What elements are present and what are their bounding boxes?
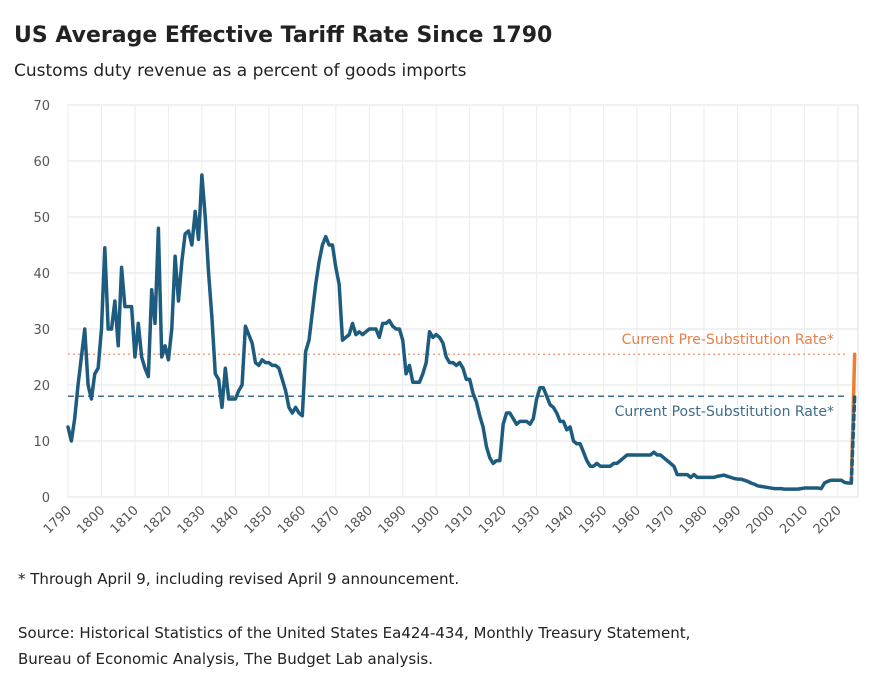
x-tick-label: 2010 bbox=[777, 503, 811, 537]
x-tick-label: 1960 bbox=[610, 503, 644, 537]
x-tick-label: 1820 bbox=[141, 503, 175, 537]
y-tick-label: 60 bbox=[33, 155, 50, 170]
x-tick-label: 1830 bbox=[175, 503, 209, 537]
series-line bbox=[849, 394, 857, 485]
plot-frame bbox=[67, 104, 859, 498]
series-line bbox=[66, 173, 854, 491]
x-tick-label: 1890 bbox=[376, 503, 410, 537]
chart-title: US Average Effective Tariff Rate Since 1… bbox=[14, 23, 552, 48]
x-tick-label: 1980 bbox=[677, 503, 711, 537]
y-tick-label: 50 bbox=[33, 211, 50, 226]
x-tick-label: 1870 bbox=[309, 503, 343, 537]
source-line: Source: Historical Statistics of the Uni… bbox=[18, 624, 690, 642]
x-tick-label: 1940 bbox=[543, 503, 577, 537]
x-tick-label: 1810 bbox=[108, 503, 142, 537]
x-tick-label: 1880 bbox=[342, 503, 376, 537]
reference-label: Current Pre-Substitution Rate* bbox=[622, 332, 834, 348]
x-tick-label: 1910 bbox=[443, 503, 477, 537]
x-tick-label: 2000 bbox=[744, 503, 778, 537]
y-tick-label: 10 bbox=[33, 435, 50, 450]
x-tick-label: 1950 bbox=[576, 503, 610, 537]
x-tick-label: 1900 bbox=[409, 503, 443, 537]
y-tick-label: 40 bbox=[33, 267, 50, 282]
x-tick-label: 1970 bbox=[643, 503, 677, 537]
y-tick-label: 30 bbox=[33, 323, 50, 338]
y-tick-label: 70 bbox=[33, 99, 50, 114]
x-tick-label: 1850 bbox=[242, 503, 276, 537]
x-tick-label: 1990 bbox=[710, 503, 744, 537]
reference-label: Current Post-Substitution Rate* bbox=[615, 404, 834, 420]
x-tick-label: 1840 bbox=[208, 503, 242, 537]
chart-subtitle: Customs duty revenue as a percent of goo… bbox=[14, 61, 467, 81]
source-line: Bureau of Economic Analysis, The Budget … bbox=[18, 650, 433, 668]
x-tick-label: 1920 bbox=[476, 503, 510, 537]
x-tick-label: 1800 bbox=[74, 503, 108, 537]
x-tick-label: 1860 bbox=[275, 503, 309, 537]
y-tick-label: 0 bbox=[42, 491, 50, 506]
y-tick-label: 20 bbox=[33, 379, 50, 394]
x-tick-label: 1790 bbox=[41, 503, 75, 537]
x-tick-label: 1930 bbox=[509, 503, 543, 537]
x-tick-label: 2020 bbox=[811, 503, 845, 537]
footnote: * Through April 9, including revised Apr… bbox=[18, 570, 459, 588]
